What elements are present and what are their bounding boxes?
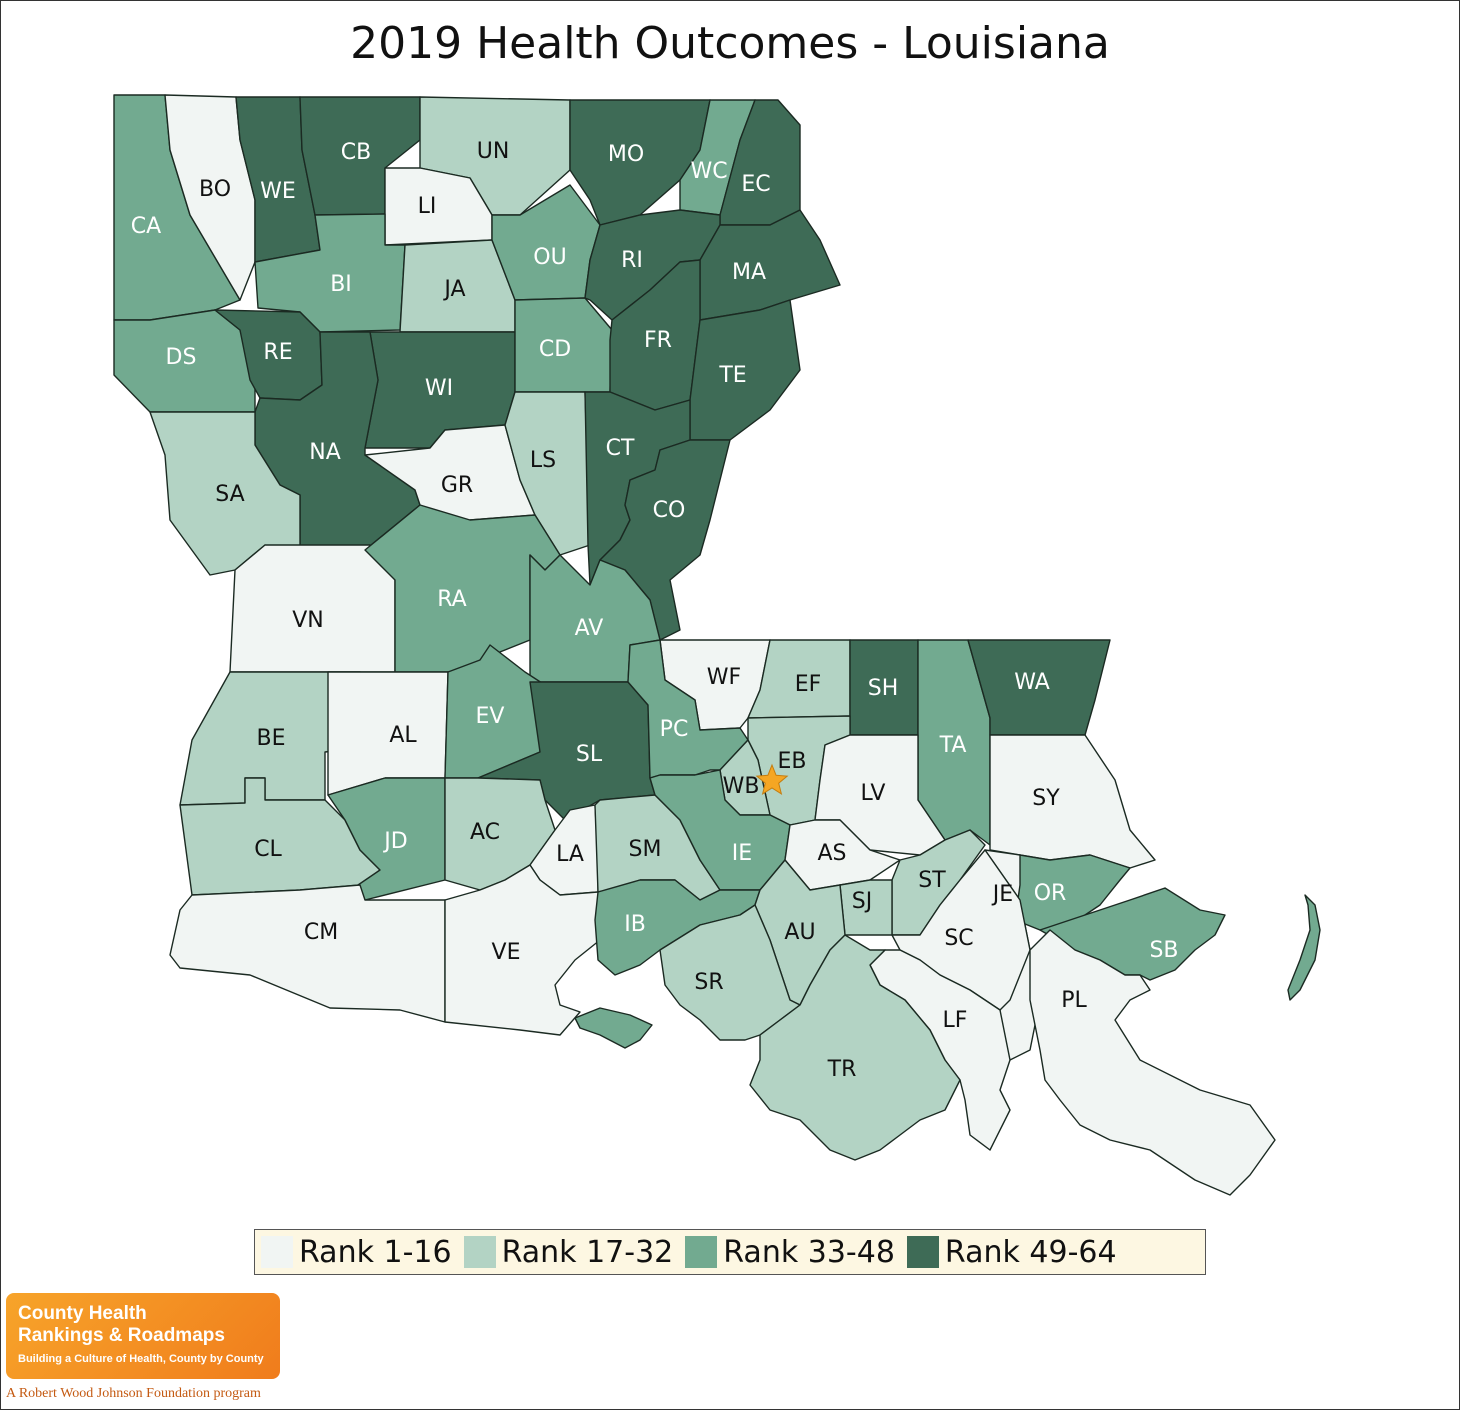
logo-tagline: Building a Culture of Health, County by … [18, 1353, 264, 1365]
parish-label-pc: PC [660, 717, 689, 742]
parish-label-ra: RA [437, 587, 466, 612]
parish-label-sa: SA [215, 482, 244, 507]
parish-label-or: OR [1034, 881, 1067, 906]
parish-label-sj: SJ [852, 889, 872, 914]
parish-al[interactable] [327, 671, 449, 796]
parish-label-ct: CT [606, 436, 635, 461]
legend-swatch-rank-1-16 [261, 1236, 293, 1268]
parish-label-sl: SL [576, 742, 603, 767]
parish-label-sr: SR [694, 970, 723, 995]
parish-label-ac: AC [470, 820, 500, 845]
capital-star-icon [755, 763, 789, 795]
legend-swatch-rank-17-32 [463, 1236, 496, 1268]
parish-label-ec: EC [741, 172, 770, 197]
parish-cm[interactable] [169, 884, 446, 1023]
map-title: 2019 Health Outcomes - Louisiana [350, 18, 1110, 69]
legend: Rank 1-16 Rank 17-32 Rank 33-48 Rank 49-… [254, 1229, 1206, 1275]
parish-label-cl: CL [254, 837, 282, 862]
parish-label-ou: OU [533, 245, 566, 270]
legend-label: Rank 17-32 [501, 1234, 674, 1270]
parish-label-ja: JA [442, 277, 465, 302]
parish-label-re: RE [263, 340, 292, 365]
parish-label-cb: CB [341, 140, 371, 165]
parish-label-mo: MO [608, 142, 644, 167]
parish-label-ie: IE [732, 841, 752, 866]
legend-swatch-rank-33-48 [685, 1236, 718, 1268]
legend-item-rank-33-48: Rank 33-48 [685, 1235, 895, 1270]
parish-label-wc: WC [690, 159, 727, 184]
parish-label-bo: BO [199, 177, 231, 202]
rwjf-credit: A Robert Wood Johnson Foundation program [6, 1386, 261, 1401]
parish-tr[interactable] [749, 934, 961, 1161]
parish-label-we: WE [260, 179, 296, 204]
legend-label: Rank 49-64 [944, 1234, 1117, 1270]
parish-label-je: JE [991, 882, 1013, 907]
parish-label-wb: WB [723, 774, 760, 799]
parish-label-vn: VN [292, 608, 324, 633]
parish-label-na: NA [309, 440, 341, 465]
parish-label-ca: CA [131, 214, 161, 239]
parish-ie[interactable] [649, 769, 791, 891]
parish-label-ta: TA [939, 733, 967, 758]
parish-label-lf: LF [943, 1008, 968, 1033]
parish-label-sm: SM [629, 837, 662, 862]
parish-label-ib: IB [624, 912, 646, 937]
logo-title-line2: Rankings & Roadmaps [18, 1325, 225, 1346]
parish-label-la: LA [556, 842, 584, 867]
parish-label-cm: CM [304, 920, 338, 945]
parish-label-un: UN [477, 139, 510, 164]
legend-item-rank-49-64: Rank 49-64 [906, 1234, 1117, 1270]
parish-sy[interactable] [989, 734, 1156, 869]
parish-label-wa: WA [1014, 670, 1050, 695]
parish-label-ls: LS [530, 448, 556, 473]
parish-label-sy: SY [1032, 786, 1060, 811]
parish-label-cd: CD [539, 337, 571, 362]
parish-label-lv: LV [861, 781, 886, 806]
parish-pl[interactable] [1029, 929, 1276, 1196]
parish-label-jd: JD [382, 829, 407, 854]
parish-label-sc: SC [944, 926, 973, 951]
parish-label-te: TE [718, 363, 746, 388]
legend-label: Rank 1-16 [299, 1234, 452, 1270]
parish-label-ds: DS [166, 345, 197, 370]
island-shape [574, 1007, 653, 1049]
legend-swatch-rank-49-64 [906, 1236, 939, 1268]
logo-title-line1: County Health [18, 1303, 147, 1324]
island-shape [1287, 894, 1321, 1001]
parish-label-gr: GR [441, 473, 473, 498]
parish-label-li: LI [418, 194, 437, 219]
parish-label-ef: EF [795, 672, 822, 697]
parish-label-eb: EB [778, 749, 807, 774]
parish-label-ev: EV [476, 704, 505, 729]
parish-ma[interactable] [699, 209, 841, 321]
parish-label-wi: WI [425, 376, 453, 401]
parish-label-ma: MA [732, 260, 766, 285]
parish-label-ve: VE [492, 940, 521, 965]
parish-label-sh: SH [868, 676, 899, 701]
parish-label-st: ST [918, 868, 946, 893]
parish-label-fr: FR [644, 328, 672, 353]
parish-label-bi: BI [330, 272, 352, 297]
parish-label-as: AS [817, 841, 846, 866]
parish-label-av: AV [575, 616, 604, 641]
parish-label-be: BE [257, 726, 286, 751]
county-health-rankings-logo[interactable]: County Health Rankings & Roadmaps Buildi… [6, 1293, 280, 1379]
parish-label-ri: RI [621, 248, 643, 273]
legend-item-rank-1-16: Rank 1-16 [261, 1235, 452, 1270]
parish-label-al: AL [389, 723, 417, 748]
parish-label-tr: TR [827, 1057, 857, 1082]
parish-label-pl: PL [1061, 988, 1087, 1013]
legend-item-rank-17-32: Rank 17-32 [463, 1234, 674, 1270]
legend-label: Rank 33-48 [723, 1234, 895, 1270]
parish-label-wf: WF [707, 665, 741, 690]
parish-label-co: CO [653, 498, 686, 523]
parish-label-sb: SB [1149, 938, 1178, 963]
parish-label-au: AU [784, 920, 815, 945]
